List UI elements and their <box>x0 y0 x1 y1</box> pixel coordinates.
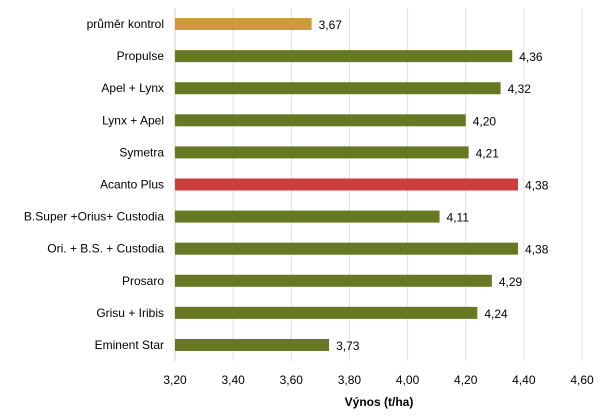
data-label: 4,24 <box>484 307 508 321</box>
x-tick-label: 3,80 <box>338 373 362 387</box>
category-label: Symetra <box>119 145 164 159</box>
bar <box>175 50 513 63</box>
bars <box>175 18 519 351</box>
data-label: 3,73 <box>336 339 360 353</box>
category-label: průměr kontrol <box>87 17 164 31</box>
x-tick-label: 3,40 <box>221 373 245 387</box>
data-label: 4,36 <box>519 50 543 64</box>
category-label: Prosaro <box>122 274 164 288</box>
bar <box>175 306 478 319</box>
bar <box>175 178 519 191</box>
bar <box>175 274 492 287</box>
data-label: 4,32 <box>508 82 532 96</box>
x-tick-label: 3,20 <box>163 373 187 387</box>
x-axis-title: Výnos (t/ha) <box>345 395 414 409</box>
data-label: 4,29 <box>499 275 523 289</box>
bar <box>175 210 440 223</box>
data-label: 4,38 <box>525 243 549 257</box>
data-labels: 3,67 4,36 4,32 4,20 4,21 4,38 4,11 4,38 4,29 4,24… <box>319 18 549 353</box>
category-label: Lynx + Apel <box>102 113 164 127</box>
data-label: 3,67 <box>319 18 343 32</box>
bar <box>175 18 312 31</box>
bar <box>175 146 469 159</box>
x-tick-label: 4,60 <box>570 373 594 387</box>
x-tick-label: 3,60 <box>280 373 304 387</box>
category-label: B.Super +Orius+ Custodia <box>24 210 164 224</box>
x-tick-label: 4,40 <box>512 373 536 387</box>
data-label: 4,20 <box>473 114 497 128</box>
category-labels: průměr kontrol Propulse Apel + Lynx Lynx + … <box>24 17 164 352</box>
bar <box>175 338 330 351</box>
x-tick-labels: 3,20 3,40 3,60 3,80 4,00 4,20 4,40 4,60 <box>163 373 594 387</box>
data-label: 4,21 <box>476 146 500 160</box>
x-tick-label: 4,20 <box>454 373 478 387</box>
data-label: 4,11 <box>447 211 470 225</box>
bar <box>175 114 466 127</box>
bar <box>175 242 519 255</box>
category-label: Ori. + B.S. + Custodia <box>47 242 164 256</box>
x-tick-label: 4,00 <box>396 373 420 387</box>
category-label: Grisu + Iribis <box>96 306 164 320</box>
category-label: Eminent Star <box>95 338 164 352</box>
data-label: 4,38 <box>525 179 549 193</box>
category-label: Propulse <box>117 49 165 63</box>
category-label: Acanto Plus <box>100 178 164 192</box>
bar <box>175 82 501 95</box>
category-label: Apel + Lynx <box>101 81 164 95</box>
